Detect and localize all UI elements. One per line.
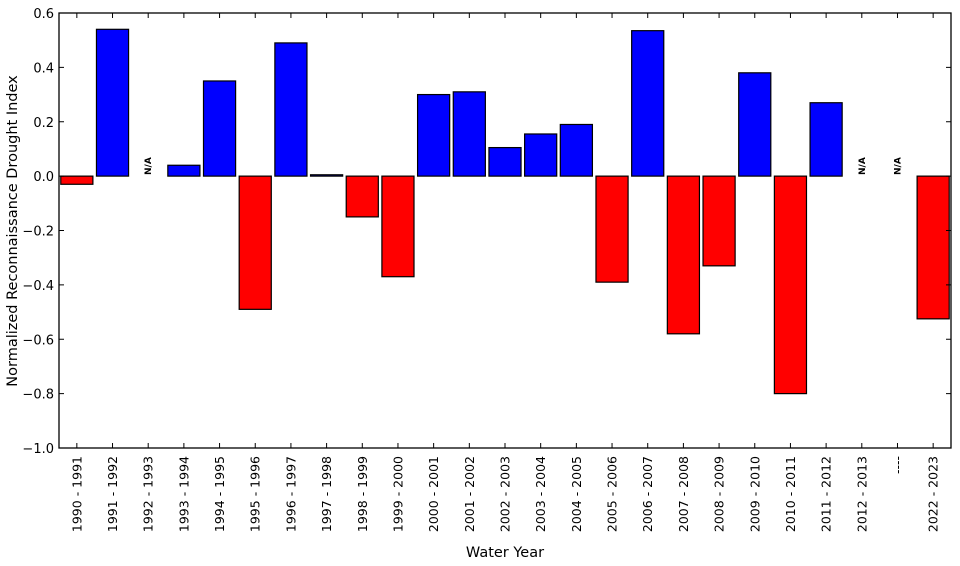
bar-1998-1999: [345, 175, 379, 218]
x-tick-label: 2004 - 2005: [569, 456, 584, 532]
x-tick-label: 2002 - 2003: [498, 456, 513, 532]
x-tick-label: 2012 - 2013: [854, 456, 869, 532]
y-tick-label: 0.6: [33, 7, 54, 22]
bar-2011-2012: [809, 102, 843, 177]
bar-2003-2004: [524, 133, 558, 177]
y-tick-label: 0.4: [33, 61, 54, 76]
x-tick-label: 2008 - 2009: [712, 456, 727, 532]
x-tick-label: 2006 - 2007: [640, 456, 655, 532]
x-tick-label: 1994 - 1995: [212, 456, 227, 532]
bar-1991-1992: [95, 28, 130, 177]
x-tick-label: 1991 - 1992: [105, 456, 120, 532]
x-tick-label: 1995 - 1996: [248, 456, 263, 532]
na-label: N/A: [858, 157, 868, 175]
bar-2010-2011: [773, 175, 808, 395]
y-tick-label: 0.2: [33, 116, 54, 131]
x-tick-label: 1998 - 1999: [355, 456, 370, 532]
x-tick-label: 1999 - 2000: [391, 456, 406, 532]
bar-1996-1997: [274, 42, 308, 177]
x-tick-label: 1992 - 1993: [141, 456, 156, 532]
na-annotations: N/A N/A N/A: [144, 157, 903, 175]
x-tick-label: 2011 - 2012: [819, 456, 834, 532]
x-tick-label: 2010 - 2011: [783, 456, 798, 532]
bar-1999-2000: [381, 175, 415, 278]
y-tick-label: −0.2: [22, 225, 54, 240]
na-label: N/A: [894, 157, 904, 175]
y-axis-title: Normalized Reconnaissance Drought Index: [5, 75, 21, 387]
x-tick-label: 2003 - 2004: [533, 456, 548, 532]
x-tick-label: ----: [890, 456, 905, 474]
bar-1995-1996: [238, 175, 272, 310]
bar-1993-1994: [167, 164, 201, 177]
y-tick-label: −1.0: [22, 442, 54, 457]
bar-1997-1998: [309, 174, 344, 177]
x-axis: 1990 - 1991 1991 - 1992 1992 - 1993 1993 - …: [69, 13, 941, 532]
bar-1990-1991: [60, 175, 94, 185]
x-tick-label: 1993 - 1994: [176, 456, 191, 532]
x-tick-label: 1997 - 1998: [319, 456, 334, 532]
bar-2009-2010: [738, 72, 772, 177]
bar-2001-2002: [452, 91, 486, 177]
x-tick-label: 2000 - 2001: [426, 456, 441, 532]
x-tick-label: 2009 - 2010: [747, 456, 762, 532]
x-tick-label: 2022 - 2023: [926, 456, 941, 532]
x-axis-title: Water Year: [466, 545, 544, 561]
plot-frame: [58, 12, 952, 449]
y-axis: −1.0 −0.8 −0.6 −0.4 −0.2 0.0 0.2 0.4 0.6: [22, 7, 951, 457]
y-tick-label: −0.6: [22, 333, 54, 348]
bar-1994-1995: [202, 80, 237, 177]
y-tick-label: −0.8: [22, 388, 54, 403]
y-tick-label: 0.0: [33, 170, 54, 185]
x-tick-label: 1990 - 1991: [69, 456, 84, 532]
bars-group: [60, 28, 950, 395]
bar-2005-2006: [595, 175, 629, 283]
bar-2002-2003: [488, 146, 522, 177]
bar-2008-2009: [702, 175, 736, 267]
bar-2022-2023: [916, 175, 950, 320]
bar-2006-2007: [631, 30, 665, 177]
bar-2004-2005: [559, 123, 594, 177]
bar-2007-2008: [666, 175, 701, 335]
x-tick-label: 1996 - 1997: [283, 456, 298, 532]
x-tick-label: 2005 - 2006: [605, 456, 620, 532]
x-tick-label: 2001 - 2002: [462, 456, 477, 532]
x-tick-label: 2007 - 2008: [676, 456, 691, 532]
na-label: N/A: [144, 157, 154, 175]
bar-2000-2001: [416, 93, 451, 177]
y-tick-label: −0.4: [22, 279, 54, 294]
